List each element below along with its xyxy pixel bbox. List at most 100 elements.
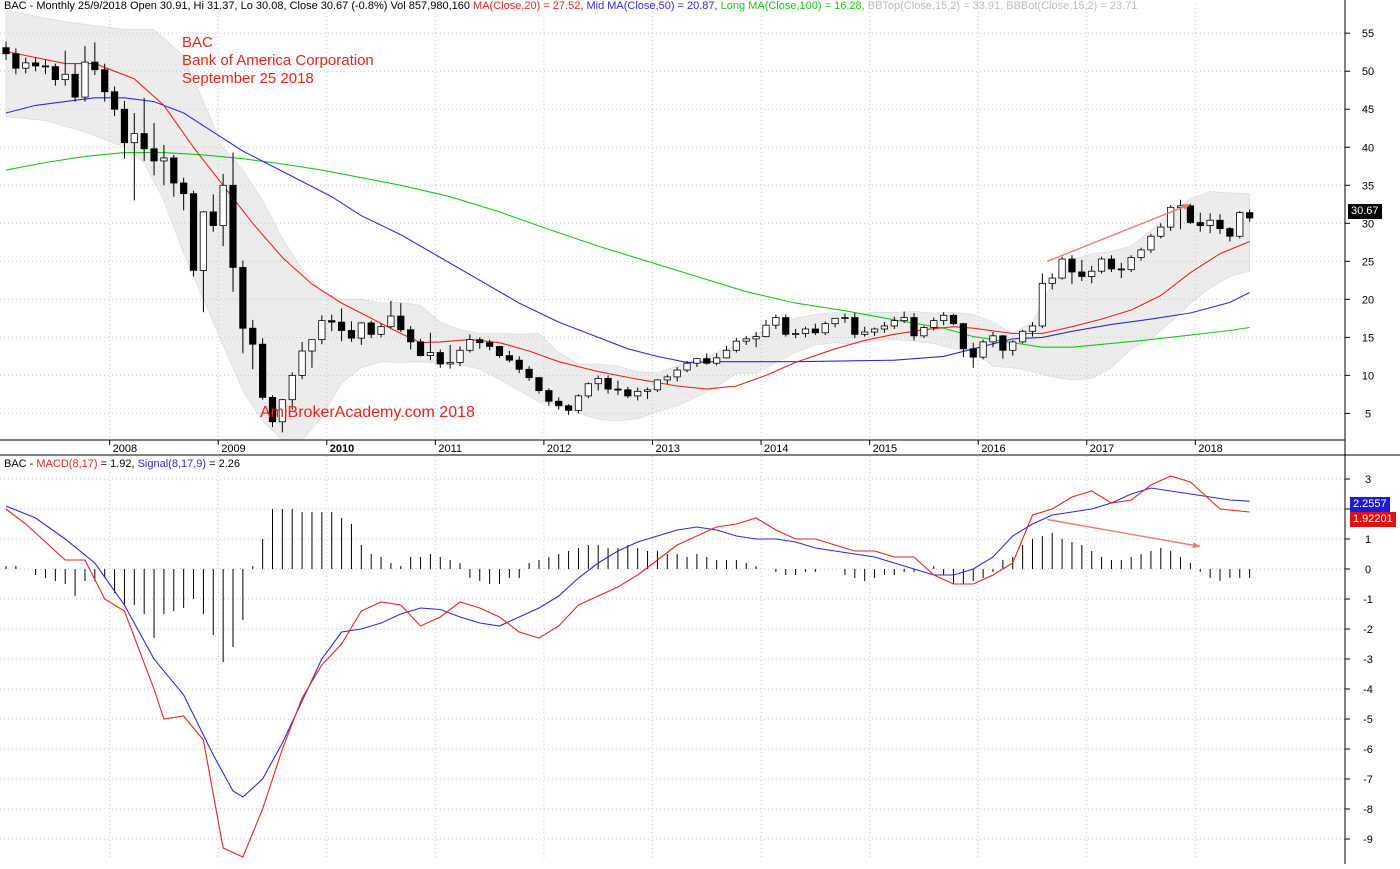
candle-up	[762, 324, 770, 337]
candle-up	[1028, 325, 1037, 332]
indicator-lines-layer	[5, 50, 1250, 858]
price-header-prefix: BAC - Monthly 25/9/2018 Open 30.91, Hi 3…	[4, 0, 474, 12]
candle-up	[861, 331, 869, 335]
macd-line	[5, 475, 1250, 858]
candle-down	[1117, 268, 1125, 271]
candle-down	[535, 377, 543, 391]
year-label: 2010	[330, 443, 354, 455]
candle-down	[249, 327, 257, 345]
macd-tick-label: 3	[1365, 474, 1371, 486]
annotation-company: Bank of America Corporation	[182, 52, 374, 69]
candle-up	[594, 378, 602, 385]
candle-up	[278, 399, 286, 423]
candle-down	[397, 315, 405, 331]
year-label: 2018	[1198, 443, 1222, 455]
macd-tick-label: 1	[1365, 534, 1371, 546]
candle-up	[1088, 270, 1096, 277]
candle-up	[722, 349, 731, 359]
candle-down	[1068, 258, 1076, 273]
candle-down	[239, 266, 247, 329]
bollinger-band	[5, 10, 1250, 441]
price-tick-label: 5	[1365, 408, 1371, 420]
candle-down	[337, 321, 346, 331]
ma50-line	[5, 97, 1250, 363]
price-header-ma20: MA(Close,20) = 27.52,	[473, 0, 584, 12]
year-label: 2015	[873, 443, 897, 455]
candle-up	[841, 317, 849, 319]
price-last-tag: 30.67	[1348, 204, 1382, 219]
candle-up	[298, 350, 306, 376]
candle-up	[377, 326, 385, 335]
candle-up	[1147, 235, 1155, 251]
watermark: AmiBrokerAcademy.com 2018	[260, 404, 475, 421]
candle-down	[120, 108, 129, 144]
candle-up	[1206, 219, 1214, 226]
ma20-line	[5, 50, 1250, 390]
grid-layer	[0, 4, 1345, 860]
macd-tick-label: -3	[1363, 654, 1373, 666]
year-label: 2011	[438, 443, 462, 455]
candle-up	[890, 320, 898, 327]
macd-tick-label: -4	[1363, 684, 1373, 696]
candle-down	[12, 53, 20, 69]
candle-down	[969, 348, 977, 358]
candle-down	[1078, 271, 1086, 277]
candle-up	[61, 73, 69, 80]
price-trend-arrow-head	[1182, 204, 1191, 210]
candle-down	[91, 61, 99, 71]
candle-down	[614, 388, 622, 391]
candle-up	[663, 376, 671, 381]
candle-up	[584, 383, 592, 397]
ma100-line	[5, 152, 1250, 348]
candle-down	[515, 359, 523, 370]
macd-tick-label: -1	[1363, 594, 1373, 606]
macd-tick-label: -7	[1363, 774, 1373, 786]
candle-down	[703, 358, 711, 364]
candle-down	[1216, 219, 1224, 230]
price-tick-label: 55	[1362, 28, 1374, 40]
candle-up	[1048, 277, 1056, 284]
candle-up	[1038, 282, 1046, 327]
macd-tick-label: 0	[1365, 564, 1371, 576]
macd-divergence-arrow-head	[1192, 542, 1201, 549]
candle-up	[466, 339, 474, 351]
year-label: 2016	[981, 443, 1005, 455]
candle-up	[634, 390, 642, 397]
candle-down	[851, 317, 859, 335]
candle-down	[180, 182, 188, 195]
candle-up	[1236, 212, 1244, 237]
price-header-bbtop: BBTop(Close,15,2) = 33.91,	[864, 0, 1004, 12]
candle-up	[81, 61, 89, 98]
annotation-block: BAC Bank of America Corporation Septembe…	[182, 34, 374, 88]
macd-histogram-layer	[5, 509, 1251, 662]
macd-header-prefix: BAC -	[4, 458, 37, 470]
price-header-bbbot: BBBot(Close,15,2) = 23.71	[1003, 0, 1138, 12]
year-label: 2009	[221, 443, 245, 455]
candle-up	[288, 374, 296, 401]
year-label: 2013	[655, 443, 679, 455]
candle-up	[199, 211, 207, 271]
macd-last-tag: 1.92201	[1350, 512, 1396, 527]
candle-down	[41, 65, 50, 68]
annotation-date: September 25 2018	[182, 70, 314, 87]
candle-up	[1157, 226, 1165, 237]
candle-down	[525, 368, 533, 379]
macd-divergence-arrow-shaft	[1047, 518, 1201, 548]
candle-up	[574, 395, 583, 411]
candle-up	[446, 362, 454, 365]
candle-up	[130, 133, 138, 144]
price-tick-label: 50	[1362, 66, 1374, 78]
macd-header-signal: Signal(8,17,9)	[137, 458, 207, 470]
candle-up	[673, 369, 681, 378]
candle-down	[71, 73, 79, 98]
candle-up	[426, 352, 435, 357]
candle-up	[22, 62, 30, 69]
candle-up	[930, 320, 938, 328]
candle-up	[979, 341, 987, 358]
candle-up	[831, 317, 839, 325]
candle-up	[693, 358, 701, 364]
macd-header-mid: = 1.92,	[97, 458, 138, 470]
year-label: 2017	[1090, 443, 1114, 455]
candle-down	[101, 69, 109, 93]
